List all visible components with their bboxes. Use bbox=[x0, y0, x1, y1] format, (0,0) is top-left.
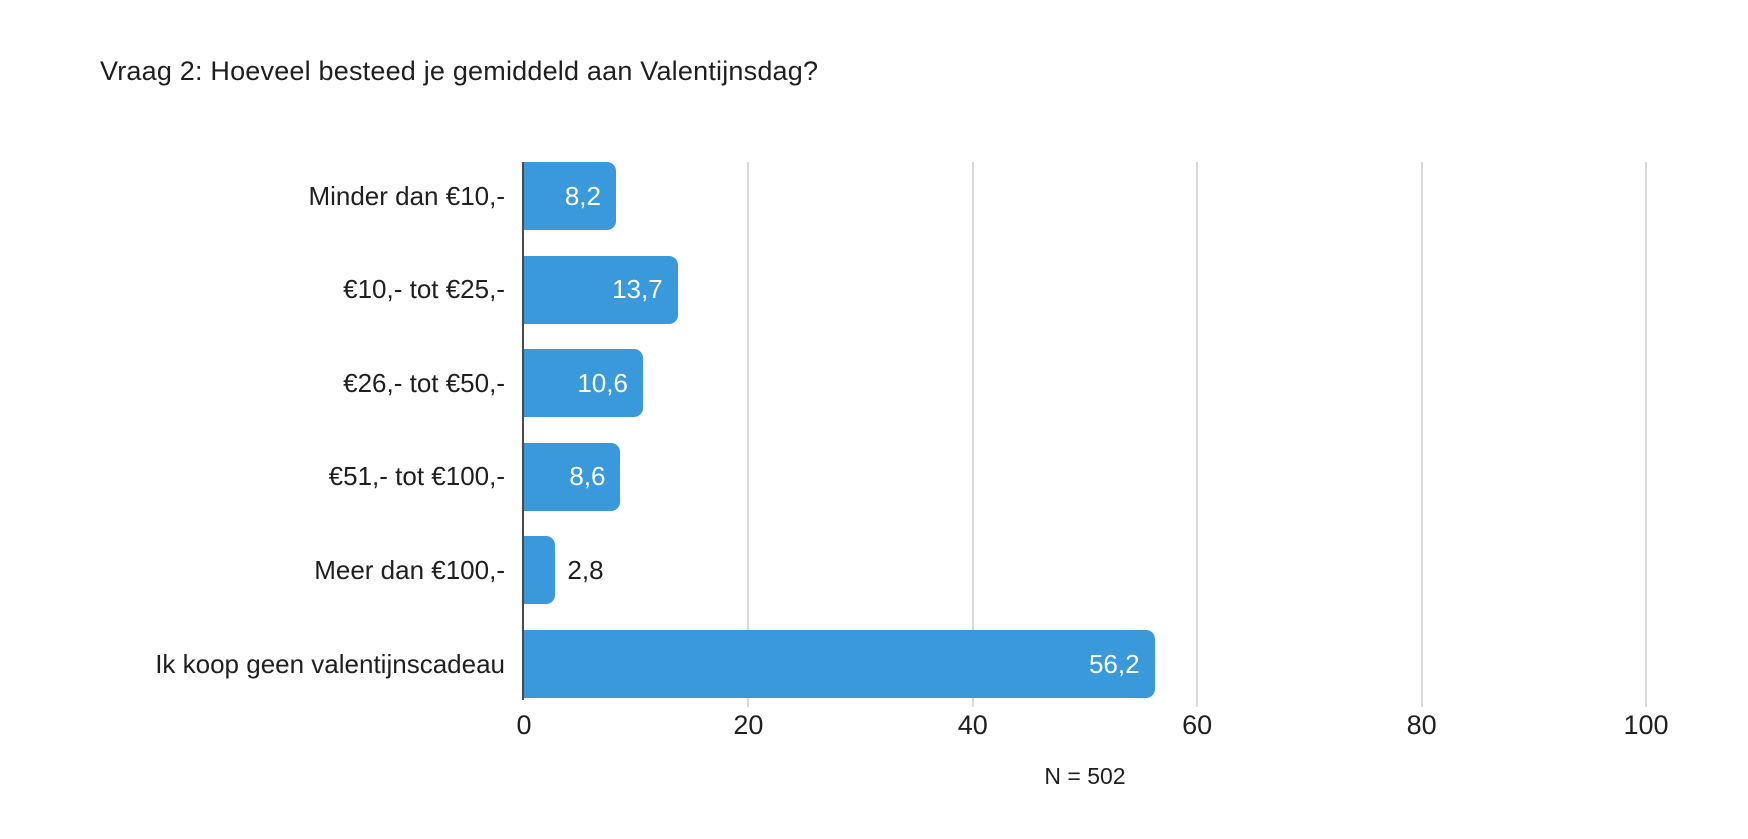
bar: 56,2 bbox=[524, 630, 1155, 698]
bar: 8,6 bbox=[524, 442, 621, 511]
x-axis-tick: 100 bbox=[1623, 710, 1669, 740]
gridline bbox=[747, 162, 750, 707]
category-axis: Minder dan €10,- €10,- tot €25,- €26,- tot… bbox=[0, 162, 505, 698]
category-label: Minder dan €10,- bbox=[308, 180, 505, 211]
value-label: 56,2 bbox=[1088, 648, 1140, 679]
x-axis-tick: 60 bbox=[1182, 710, 1213, 740]
x-axis-tick: 40 bbox=[957, 710, 988, 740]
gridline bbox=[1196, 162, 1199, 707]
category-label: €51,- tot €100,- bbox=[328, 461, 505, 492]
category-label: €10,- tot €25,- bbox=[343, 274, 505, 305]
bar: 10,6 bbox=[524, 349, 643, 418]
value-label: 8,2 bbox=[564, 180, 601, 211]
category-label: Meer dan €100,- bbox=[314, 554, 505, 585]
value-label: 8,6 bbox=[569, 461, 606, 492]
x-axis-tick: 0 bbox=[516, 710, 532, 740]
bar: 2,8 bbox=[524, 536, 604, 605]
gridline bbox=[1645, 162, 1647, 707]
x-axis-tick: 20 bbox=[733, 710, 764, 740]
gridline bbox=[971, 162, 974, 707]
category-label: €26,- tot €50,- bbox=[343, 367, 505, 398]
zero-axis-line bbox=[522, 162, 524, 700]
chart-title: Vraag 2: Hoeveel besteed je gemiddeld aa… bbox=[100, 56, 819, 86]
value-label: 13,7 bbox=[612, 274, 663, 305]
value-label: 10,6 bbox=[577, 367, 628, 398]
gridline bbox=[1420, 162, 1423, 707]
value-label: 2,8 bbox=[567, 554, 604, 585]
category-label: Ik koop geen valentijnscadeau bbox=[155, 648, 505, 679]
bar: 8,2 bbox=[524, 162, 616, 230]
x-axis-tick: 80 bbox=[1406, 710, 1437, 740]
sample-size-note: N = 502 bbox=[1044, 763, 1126, 789]
bar: 13,7 bbox=[524, 255, 678, 324]
plot-area: 8,2 13,7 10,6 8,6 2,8 56,2 bbox=[522, 162, 1647, 707]
